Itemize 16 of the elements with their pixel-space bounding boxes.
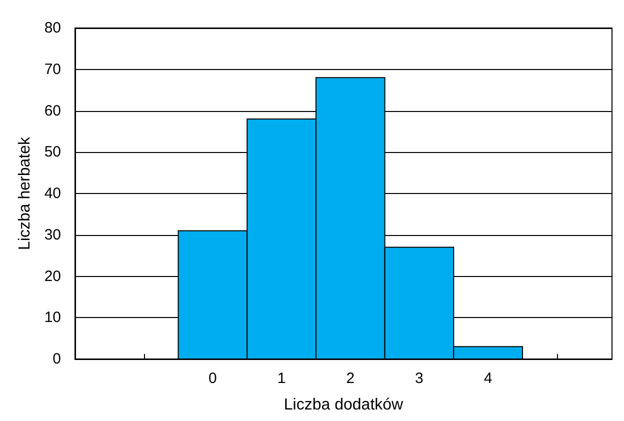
y-tick-label: 80 [44, 20, 61, 36]
x-tick-label: 1 [277, 370, 286, 387]
y-tick-label: 60 [44, 102, 61, 120]
x-tick-label: 2 [346, 370, 355, 387]
x-tick-label: 3 [415, 370, 424, 387]
y-axis-title: Liczba herbatek [16, 136, 34, 250]
y-tick-label: 70 [44, 60, 61, 78]
y-tick-label: 0 [52, 350, 61, 368]
y-tick-label: 10 [44, 309, 61, 326]
y-tick-label: 20 [44, 268, 61, 285]
x-axis-title: Liczba dodatków [284, 396, 404, 414]
x-tick-label: 4 [484, 370, 492, 387]
x-tick-label: 0 [208, 370, 217, 387]
y-tick-label: 30 [44, 226, 61, 244]
y-tick-label: 50 [44, 144, 61, 161]
y-tick-label: 40 [44, 185, 61, 202]
